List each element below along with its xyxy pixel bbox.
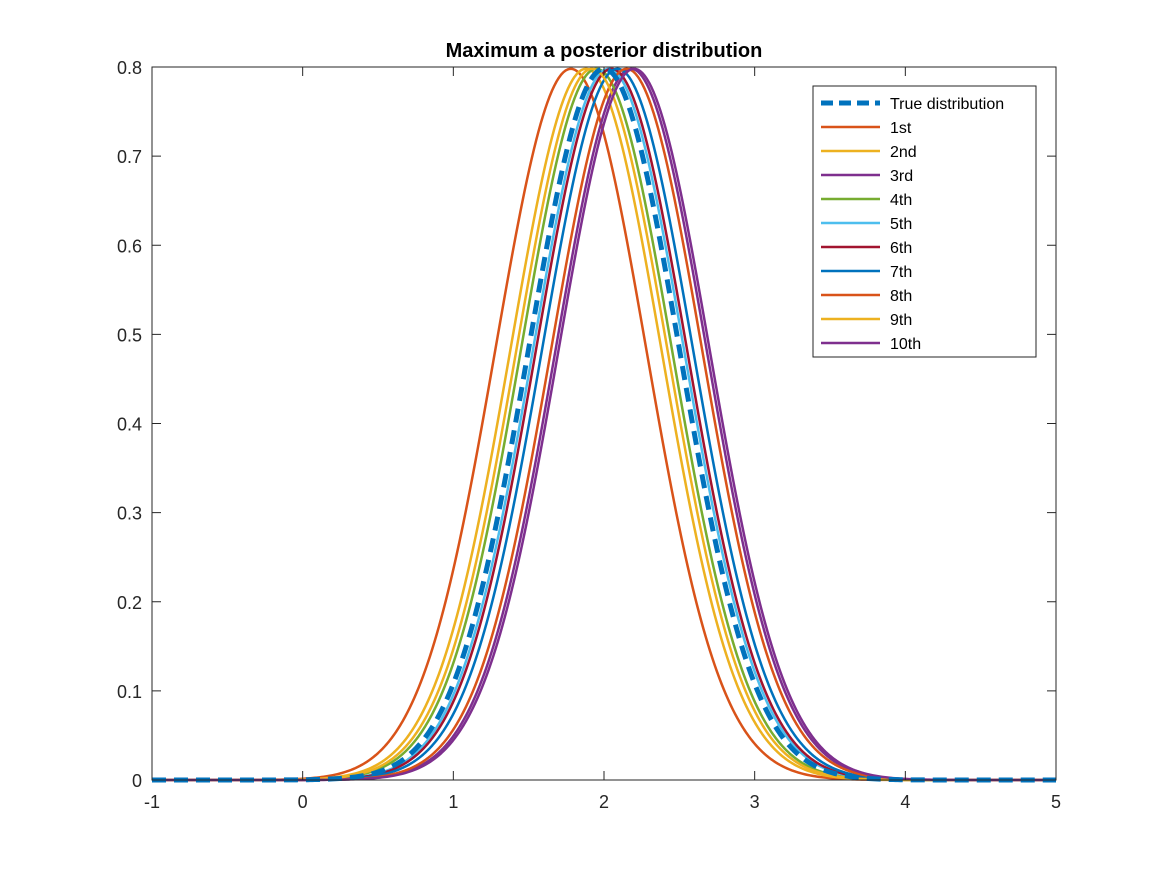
x-tick-label: 1: [448, 792, 458, 812]
legend-box: [812, 85, 1037, 358]
tick-layer: -1 0 1 2 3 4 500.10.20.30.40.50.60.70.8: [117, 58, 1061, 812]
x-tick-label: 4: [900, 792, 910, 812]
x-tick-label: 5: [1051, 792, 1061, 812]
legend-label: 8th: [890, 288, 912, 305]
x-tick-label: 2: [599, 792, 609, 812]
y-tick-label: 0.8: [117, 58, 142, 78]
y-tick-label: 0.5: [117, 325, 142, 345]
y-tick-label: 0.2: [117, 593, 142, 613]
legend-label: 10th: [890, 336, 921, 353]
legend-label: True distribution: [890, 96, 1004, 113]
legend-label: 5th: [890, 216, 912, 233]
legend-label: 7th: [890, 264, 912, 281]
legend-label: 3rd: [890, 168, 913, 185]
x-tick-label: -1: [144, 792, 160, 812]
legend-label: 6th: [890, 240, 912, 257]
x-tick-label: 0: [298, 792, 308, 812]
x-tick-label: 3: [750, 792, 760, 812]
legend-label: 2nd: [890, 144, 917, 161]
y-tick-label: 0.7: [117, 147, 142, 167]
y-tick-label: 0.6: [117, 236, 142, 256]
legend-label: 4th: [890, 192, 912, 209]
legend-label: 1st: [890, 120, 912, 137]
y-tick-label: 0.3: [117, 504, 142, 524]
y-tick-label: 0: [132, 771, 142, 791]
legend: True distribution 1st 2nd 3rd 4th 5th 6th 7th 8t…: [812, 85, 1037, 358]
y-tick-label: 0.1: [117, 682, 142, 702]
chart-title: Maximum a posterior distribution: [446, 40, 763, 62]
y-tick-label: 0.4: [117, 415, 142, 435]
legend-label: 9th: [890, 312, 912, 329]
